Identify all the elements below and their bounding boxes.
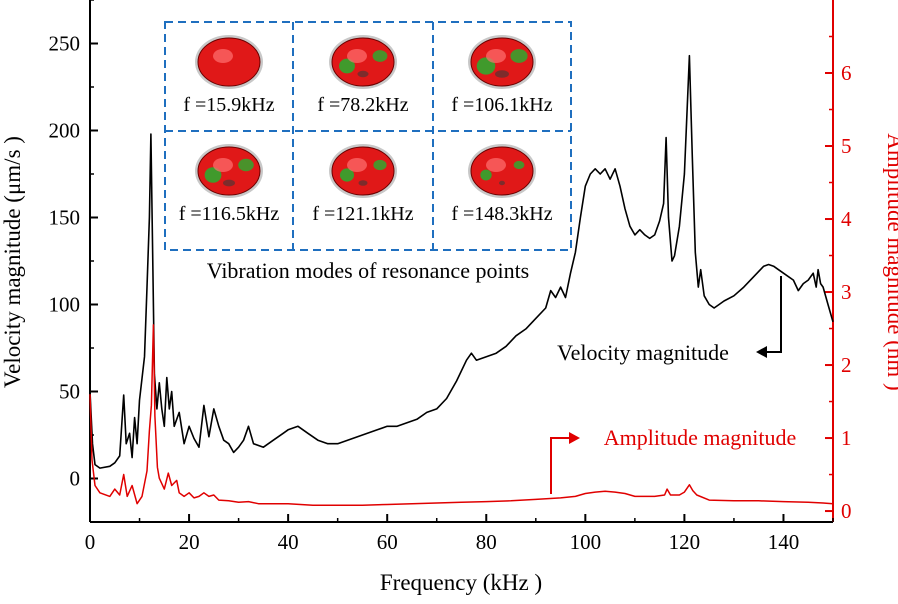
- mode-highlight: [347, 49, 367, 63]
- mode-green-region: [204, 167, 222, 183]
- bottom-tick-label: 20: [179, 530, 200, 554]
- series-layer: [89, 54, 834, 506]
- right-tick-label: 0: [841, 499, 852, 523]
- x-axis-title: Frequency (kHz ): [380, 570, 542, 595]
- mode-green-region: [372, 50, 388, 62]
- left-tick-label: 250: [49, 32, 81, 56]
- mode-disc: [331, 146, 395, 196]
- mode-highlight: [486, 49, 506, 63]
- y-axis-title-right: Amplitude magnitude (nm ): [883, 133, 898, 390]
- bottom-ticks: 0 20 40 60 80 100 120 140: [85, 514, 834, 554]
- mode-green-region: [339, 58, 355, 74]
- velocity-series-line: [89, 54, 834, 469]
- mode-green-region: [238, 158, 254, 172]
- mode-dark-region: [358, 180, 368, 186]
- vibration-modes-inset: f =15.9kHz f =78.2kHz f =106.1kHz f =116.5k…: [164, 21, 572, 251]
- left-ticks: 0 50 100 150 200 250: [49, 0, 98, 523]
- mode-cell: f =116.5kHz: [179, 144, 280, 225]
- mode-label: f =15.9kHz: [183, 94, 274, 116]
- mode-disc: [470, 146, 534, 196]
- velocity-arrow-head: [756, 346, 767, 358]
- mode-dark-region: [357, 70, 369, 78]
- mode-cell: f =78.2kHz: [317, 35, 409, 116]
- inset-title: Vibration modes of resonance points: [207, 258, 530, 283]
- amplitude-annotation: Amplitude magnitude: [604, 425, 796, 450]
- mode-green-region: [339, 168, 355, 182]
- right-tick-label: 2: [841, 353, 852, 377]
- mode-label: f =148.3kHz: [451, 203, 552, 225]
- bottom-tick-label: 80: [476, 530, 497, 554]
- right-tick-label: 6: [841, 61, 852, 85]
- mode-label: f =78.2kHz: [317, 94, 408, 116]
- mode-disc: [331, 37, 395, 87]
- right-tick-label: 1: [841, 426, 852, 450]
- amplitude-annotation-arrow: [550, 437, 570, 494]
- mode-cell: f =121.1kHz: [312, 144, 414, 225]
- mode-cell: f =148.3kHz: [451, 144, 553, 225]
- amplitude-series-line: [89, 324, 834, 506]
- mode-highlight: [347, 158, 367, 172]
- left-tick-label: 100: [49, 293, 81, 317]
- bottom-tick-label: 60: [377, 530, 398, 554]
- mode-green-region: [480, 169, 492, 181]
- mode-highlight: [486, 158, 506, 172]
- right-tick-label: 3: [841, 280, 852, 304]
- mode-highlight: [213, 49, 233, 63]
- mode-dark-region: [495, 70, 509, 78]
- bottom-tick-label: 0: [85, 530, 96, 554]
- left-tick-label: 200: [49, 119, 81, 143]
- bottom-tick-label: 100: [570, 530, 602, 554]
- mode-green-region: [510, 49, 528, 63]
- right-tick-label: 5: [841, 134, 852, 158]
- mode-disc: [197, 37, 261, 87]
- mode-cell: f =106.1kHz: [451, 35, 553, 116]
- amplitude-arrow-head: [569, 432, 580, 444]
- left-tick-label: 50: [59, 380, 80, 404]
- mode-dark-region: [223, 179, 235, 187]
- velocity-annotation-arrow: [765, 276, 782, 353]
- mode-label: f =121.1kHz: [312, 203, 413, 225]
- mode-label: f =106.1kHz: [451, 94, 552, 116]
- velocity-annotation: Velocity magnitude: [557, 340, 729, 365]
- right-ticks: 0 1 2 3 4 5 6: [825, 35, 852, 523]
- bottom-tick-label: 120: [669, 530, 701, 554]
- mode-dark-region: [499, 180, 505, 186]
- bottom-tick-label: 40: [278, 530, 299, 554]
- bottom-tick-label: 140: [768, 530, 800, 554]
- right-tick-label: 4: [841, 207, 852, 231]
- mode-green-region: [373, 159, 387, 171]
- mode-cell: f =15.9kHz: [183, 35, 275, 116]
- left-tick-label: 150: [49, 206, 81, 230]
- left-tick-label: 0: [70, 467, 81, 491]
- mode-highlight: [213, 158, 233, 172]
- mode-label: f =116.5kHz: [179, 203, 280, 225]
- mode-green-region: [513, 160, 525, 170]
- inset-border: [164, 21, 572, 251]
- y-axis-title-left: Velocity magnitude (μm/s ): [0, 136, 25, 388]
